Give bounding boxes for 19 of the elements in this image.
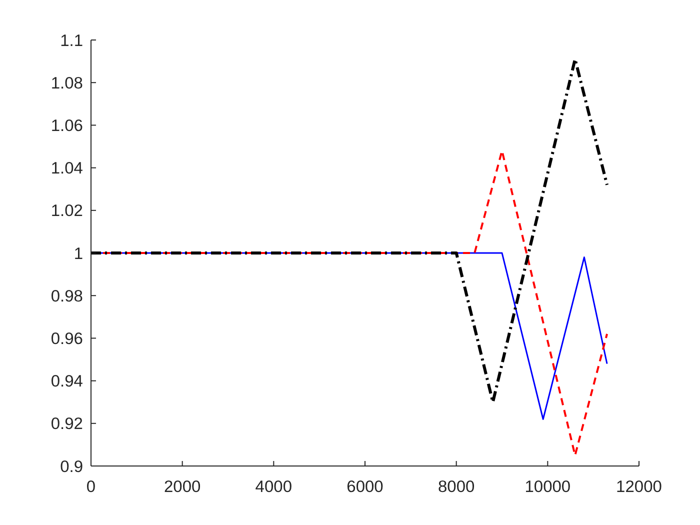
x-tick-label: 4000 [255, 478, 292, 496]
x-tick-label: 2000 [164, 478, 201, 496]
y-tick-label: 1.08 [50, 74, 83, 92]
y-tick-label: 0.92 [50, 415, 83, 434]
x-tick-label: 0 [86, 478, 96, 496]
y-tick-label: 0.94 [50, 372, 83, 391]
y-tick-label: 0.9 [60, 458, 83, 476]
x-tick-label: 10000 [524, 478, 571, 496]
y-tick-label: 1.1 [60, 32, 83, 50]
y-tick-label: 0.98 [50, 287, 83, 306]
y-tick-label: 1 [74, 244, 83, 263]
y-tick-label: 0.96 [50, 330, 83, 348]
x-tick-label: 6000 [346, 478, 384, 496]
line-series [90, 58, 609, 404]
y-tick-label: 1.04 [50, 160, 83, 178]
x-tick-label: 12000 [616, 478, 662, 496]
y-tick-label: 1.06 [50, 116, 83, 135]
x-tick-label: 8000 [438, 478, 475, 496]
y-tick-label: 1.02 [50, 202, 83, 220]
